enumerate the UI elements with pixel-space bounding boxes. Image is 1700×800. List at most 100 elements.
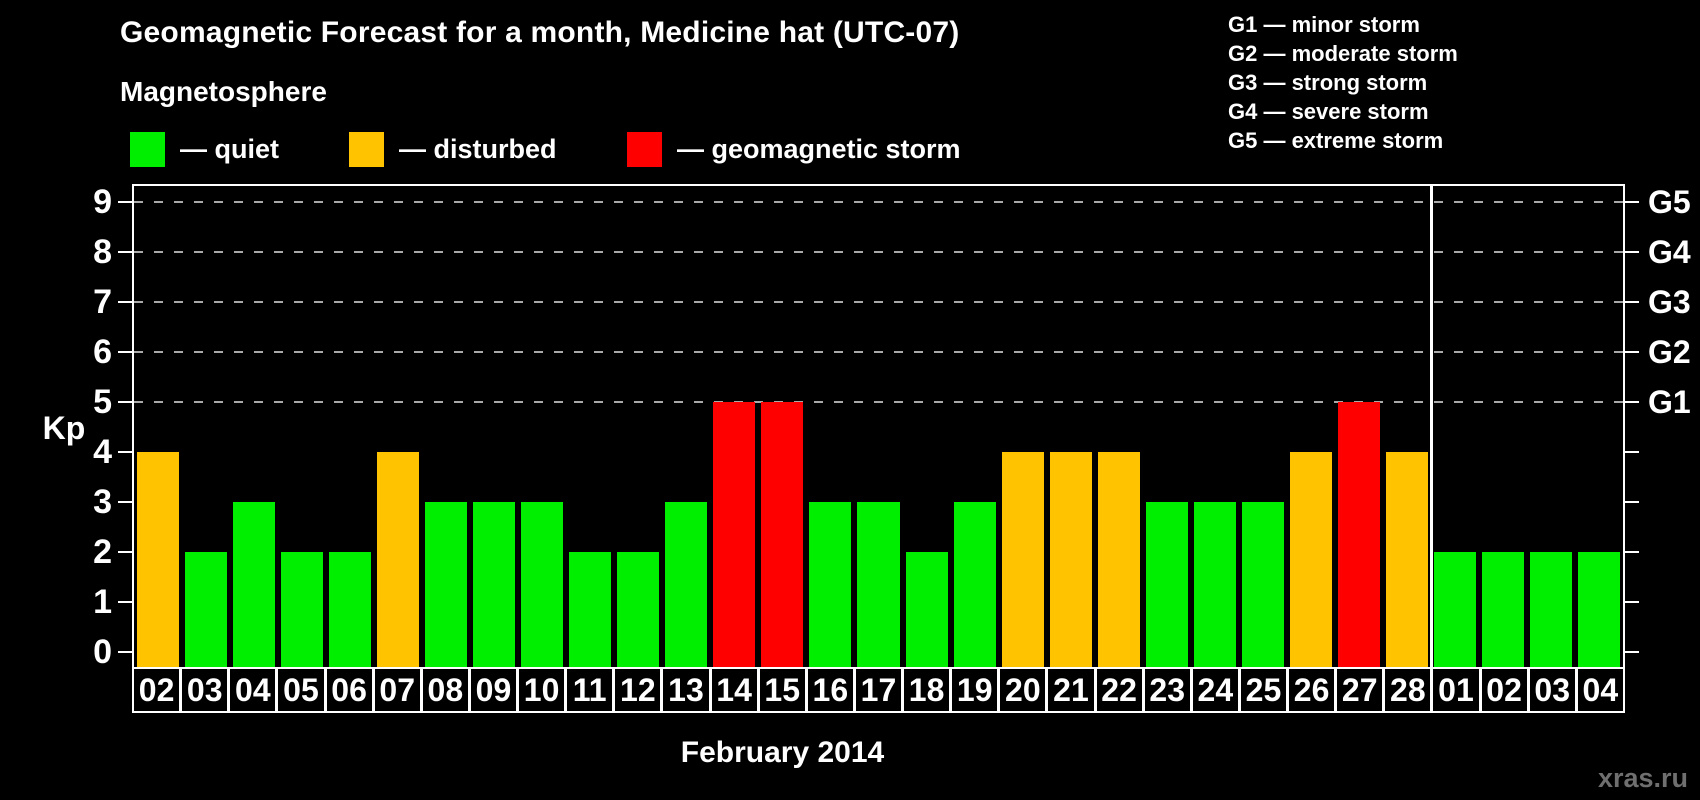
bar-04 [1577, 552, 1620, 667]
date-cell-feb-27: 27 [1337, 669, 1383, 711]
y-tick-1 [118, 601, 132, 603]
y-tick-label-9: 9 [93, 183, 112, 221]
y-tick-label-0: 0 [93, 633, 112, 671]
bar-08 [425, 502, 468, 667]
month-boundary-line [1429, 186, 1433, 667]
right-axis-label-g3: G3 [1648, 284, 1691, 320]
bar-25 [1241, 502, 1284, 667]
y-tick-label-2: 2 [93, 533, 112, 571]
bar-28 [1385, 452, 1428, 667]
y-tick-label-1: 1 [93, 583, 112, 621]
bar-slot-04 [1575, 186, 1623, 667]
bar-slot-22 [1095, 186, 1143, 667]
bar-slot-02 [1479, 186, 1527, 667]
date-cell-feb-25: 25 [1240, 669, 1286, 711]
right-axis-label-g2: G2 [1648, 334, 1691, 370]
date-cell-mar-03: 03 [1529, 669, 1575, 711]
bar-17 [857, 502, 900, 667]
gridline-kp8 [134, 251, 1623, 253]
bar-slot-05 [278, 186, 326, 667]
y-tick-6 [118, 351, 132, 353]
date-cell-feb-09: 09 [470, 669, 516, 711]
date-cell-feb-02: 02 [134, 669, 180, 711]
bar-slot-03 [1527, 186, 1575, 667]
bar-slot-01 [1431, 186, 1479, 667]
y-tick-label-5: 5 [93, 383, 112, 421]
bar-slot-21 [1047, 186, 1095, 667]
y-tick-0 [118, 651, 132, 653]
storm-scale-line-g3: G3 — strong storm [1228, 70, 1428, 95]
bar-slot-19 [951, 186, 999, 667]
bar-slot-03 [182, 186, 230, 667]
legend-label-disturbed: — disturbed [399, 134, 557, 164]
bar-22 [1097, 452, 1140, 667]
bar-slot-08 [422, 186, 470, 667]
y-tick-label-6: 6 [93, 333, 112, 371]
y-tick-5 [118, 401, 132, 403]
date-cell-feb-17: 17 [855, 669, 901, 711]
bar-27 [1337, 402, 1380, 667]
date-cell-feb-07: 07 [374, 669, 420, 711]
bar-14 [713, 402, 756, 667]
bar-12 [617, 552, 660, 667]
bar-04 [233, 502, 276, 667]
bar-slot-11 [566, 186, 614, 667]
right-tick-0 [1624, 651, 1639, 653]
date-cell-feb-14: 14 [711, 669, 757, 711]
date-cell-feb-04: 04 [230, 669, 276, 711]
month-label: February 2014 [680, 736, 885, 769]
bar-26 [1289, 452, 1332, 667]
right-tick-9 [1624, 201, 1639, 203]
bar-24 [1193, 502, 1236, 667]
gridline-kp6 [134, 351, 1623, 353]
date-cell-feb-21: 21 [1048, 669, 1094, 711]
y-tick-label-3: 3 [93, 483, 112, 521]
date-cell-feb-12: 12 [615, 669, 661, 711]
bar-13 [665, 502, 708, 667]
y-tick-8 [118, 251, 132, 253]
date-cell-feb-10: 10 [519, 669, 565, 711]
bar-slot-24 [1191, 186, 1239, 667]
storm-scale-line-g5: G5 — extreme storm [1228, 128, 1444, 153]
bar-09 [473, 502, 516, 667]
chart-title: Geomagnetic Forecast for a month, Medici… [120, 16, 960, 49]
date-cell-feb-06: 06 [326, 669, 372, 711]
bar-19 [953, 502, 996, 667]
bar-slot-10 [518, 186, 566, 667]
y-tick-label-7: 7 [93, 283, 112, 321]
date-cell-feb-18: 18 [904, 669, 950, 711]
bar-slot-12 [614, 186, 662, 667]
bar-slot-27 [1335, 186, 1383, 667]
bar-03 [1529, 552, 1572, 667]
bar-02 [137, 452, 180, 667]
date-cell-feb-20: 20 [1000, 669, 1046, 711]
date-cell-feb-13: 13 [663, 669, 709, 711]
gridline-kp7 [134, 301, 1623, 303]
date-cell-mar-01: 01 [1433, 669, 1479, 711]
date-cell-feb-22: 22 [1096, 669, 1142, 711]
right-tick-1 [1624, 601, 1639, 603]
plot-area [132, 184, 1625, 667]
date-cell-feb-11: 11 [567, 669, 613, 711]
right-tick-6 [1624, 351, 1639, 353]
date-cell-feb-16: 16 [807, 669, 853, 711]
bar-06 [329, 552, 372, 667]
date-cell-mar-02: 02 [1481, 669, 1527, 711]
date-cell-feb-03: 03 [182, 669, 228, 711]
bar-slot-04 [230, 186, 278, 667]
legend-label-quiet: — quiet [180, 134, 279, 164]
right-axis-label-g4: G4 [1648, 234, 1691, 270]
bar-slot-16 [806, 186, 854, 667]
legend-label-storm: — geomagnetic storm [677, 134, 961, 164]
storm-color-swatch [627, 132, 662, 167]
bar-slot-15 [758, 186, 806, 667]
bar-slot-02 [134, 186, 182, 667]
right-tick-7 [1624, 301, 1639, 303]
storm-scale-line-g4: G4 — severe storm [1228, 99, 1429, 124]
right-tick-3 [1624, 501, 1639, 503]
storm-scale-line-g2: G2 — moderate storm [1228, 41, 1458, 66]
bar-23 [1145, 502, 1188, 667]
bar-18 [905, 552, 948, 667]
bar-slot-18 [903, 186, 951, 667]
